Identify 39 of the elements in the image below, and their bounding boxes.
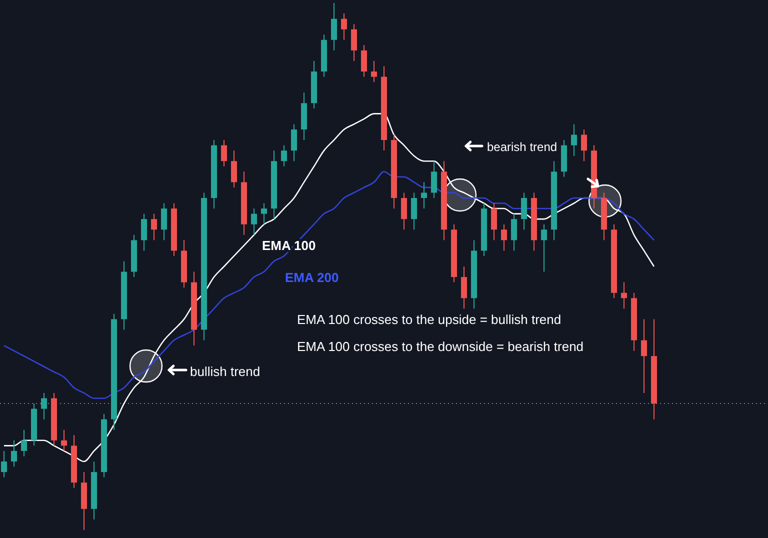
candlestick (511, 213, 517, 252)
candlestick (581, 128, 587, 162)
annotation: EMA 100 crosses to the downside = bearish trend (297, 339, 584, 354)
annotation: EMA 100 crosses to the upside = bullish trend (297, 312, 562, 327)
candlestick (621, 282, 627, 310)
annotation: bearish trend (487, 140, 558, 154)
candlestick (501, 224, 507, 252)
candlestick (151, 213, 157, 241)
candlestick (421, 182, 427, 210)
candlestick (61, 429, 67, 452)
annotation: bullish trend (190, 364, 260, 379)
candlestick (291, 124, 297, 162)
candlestick (41, 392, 47, 420)
candlestick (231, 150, 237, 188)
series-label: EMA 200 (285, 270, 339, 285)
candlestick (541, 224, 547, 272)
candlestick (251, 208, 257, 236)
candlestick (141, 213, 147, 252)
candlestick (411, 192, 417, 230)
candlestick (341, 13, 347, 40)
candlestick (351, 24, 357, 62)
candlestick (1, 450, 7, 478)
series-label: EMA 100 (262, 238, 316, 253)
candlestick (281, 144, 287, 167)
candlestick (521, 192, 527, 230)
candlestick (401, 192, 407, 230)
candlestick (261, 202, 267, 225)
candlestick (221, 140, 227, 167)
candlestick (461, 266, 467, 310)
candlestick (491, 202, 497, 241)
candlestick (571, 124, 577, 156)
candlestick (431, 160, 437, 198)
candlestick (641, 318, 647, 394)
candlestick (21, 429, 27, 457)
candlestick (11, 440, 17, 468)
candlestick (161, 202, 167, 241)
candlestick (371, 60, 377, 83)
candlestick (361, 44, 367, 78)
candlestick (331, 2, 337, 51)
